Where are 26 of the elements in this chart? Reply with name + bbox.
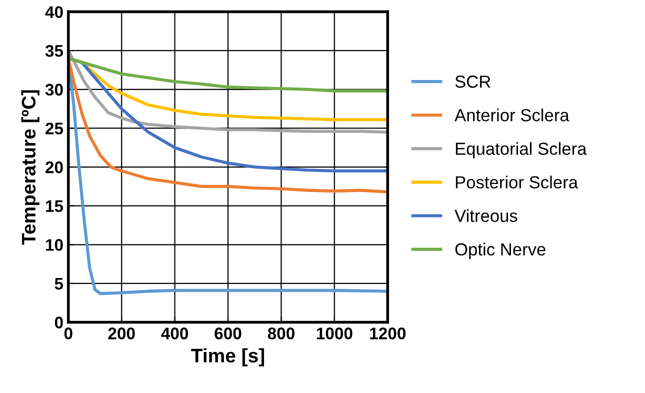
y-tick-label: 30 — [45, 84, 63, 96]
y-tick-label: 25 — [46, 122, 64, 134]
y-axis-title: Temperature [ºC] — [21, 90, 40, 245]
line-series — [68, 56, 388, 92]
y-tick-label: 0 — [54, 316, 63, 328]
x-tick-label: 800 — [268, 328, 294, 340]
y-tick-label: 35 — [45, 45, 64, 57]
y-tick-label: 15 — [46, 200, 64, 212]
x-tick-label: 0 — [64, 328, 72, 340]
x-tick-label: 1200 — [370, 328, 406, 340]
legend-label: Anterior Sclera — [454, 108, 570, 122]
x-tick-label: 600 — [214, 328, 242, 340]
y-tick-label: 10 — [46, 239, 63, 251]
legend-label: Posterior Sclera — [456, 176, 578, 188]
y-tick-label: 40 — [45, 6, 63, 18]
y-tick-label: 20 — [46, 161, 63, 174]
x-tick-label: 1000 — [316, 328, 352, 340]
legend-label: Vitreous — [454, 209, 518, 222]
legend-label: Optic Nerve — [455, 242, 546, 259]
x-axis-title: Time [s] — [191, 348, 264, 366]
legend-label: Equatorial Sclera — [456, 142, 587, 158]
line-series — [68, 49, 388, 134]
x-tick-label: 400 — [161, 328, 188, 340]
x-tick-label: 200 — [108, 328, 135, 340]
y-tick-label: 5 — [54, 278, 64, 290]
legend-label: SCR — [455, 76, 490, 88]
